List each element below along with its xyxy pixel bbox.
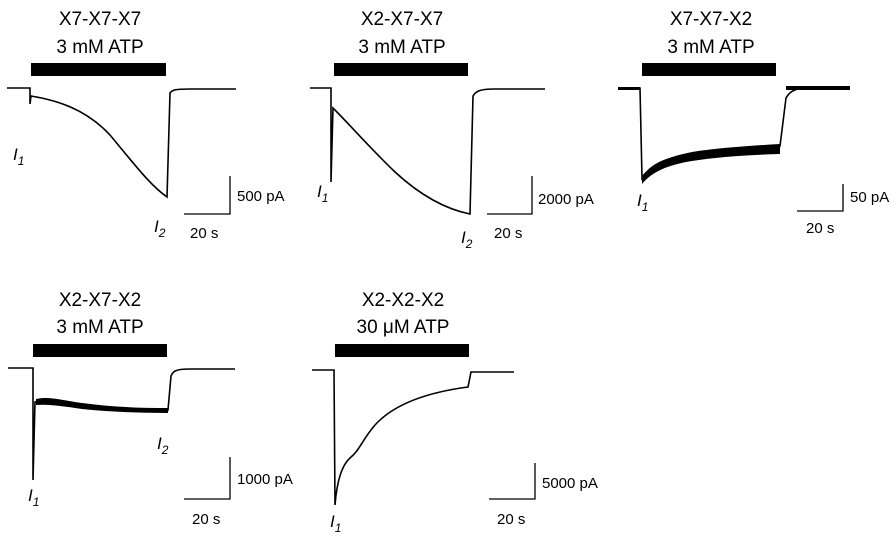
panel-4-agonist-bar [33,344,167,357]
panel-1: X7-X7-X7 3 mM ATP I1 I2 500 pA 20 s [7,9,285,242]
panel-2-current-trace [310,87,545,215]
panel-4-scale-bar [184,457,231,500]
panel-2: X2-X7-X7 3 mM ATP I1 I2 2000 pA 20 s [310,9,594,251]
panel-3-trace-noise-band [642,144,780,184]
panel-4-amplitude-scale: 1000 pA [237,471,293,488]
panel-3-time-scale: 20 s [806,220,834,237]
panel-2-concentration: 3 mM ATP [358,37,445,58]
panel-5-current-trace [312,369,514,506]
panel-1-current-trace [7,87,236,199]
panel-4-i2-label: I2 [157,434,169,457]
panel-5-agonist-bar [335,344,469,357]
panel-3: X7-X7-X2 3 mM ATP I1 50 pA 20 s [618,9,889,237]
panel-2-i1-label: I1 [317,182,328,205]
panel-5-scale-bar [489,463,536,500]
panel-3-construct: X7-X7-X2 [670,9,752,30]
panel-5-time-scale: 20 s [497,511,525,528]
panel-4-current-trace [8,367,235,481]
panel-3-amplitude-scale: 50 pA [850,189,889,206]
panel-4-time-scale: 20 s [192,511,220,528]
panel-1-i2-label: I2 [154,217,166,240]
panel-1-time-scale: 20 s [190,225,218,242]
panel-1-amplitude-scale: 500 pA [237,188,285,205]
panel-2-i2-label: I2 [461,228,473,251]
panel-5: X2-X2-X2 30 μM ATP I1 5000 pA 20 s [312,290,598,535]
panel-3-agonist-bar [642,63,776,76]
panel-2-agonist-bar [334,63,468,76]
panel-4-trace-noise-band [36,397,168,413]
panel-1-scale-bar [184,176,231,215]
panel-2-time-scale: 20 s [494,225,522,242]
panel-2-scale-bar [487,176,533,215]
panel-3-current-trace [618,87,850,181]
panel-5-i1-label: I1 [330,512,341,535]
panel-2-amplitude-scale: 2000 pA [538,191,594,208]
panel-5-concentration: 30 μM ATP [357,317,450,338]
panel-4-i1-label: I1 [28,486,39,509]
panel-1-construct: X7-X7-X7 [59,9,141,30]
panel-3-i1-label: I1 [637,191,648,214]
panel-4-construct: X2-X7-X2 [59,290,141,311]
panel-4: X2-X7-X2 3 mM ATP I1 I2 1000 pA 20 s [8,290,293,528]
panel-2-construct: X2-X7-X7 [361,9,443,30]
panel-3-baseline-noise [618,86,850,90]
panel-3-concentration: 3 mM ATP [667,37,754,58]
panel-1-agonist-bar [31,63,166,76]
panel-5-construct: X2-X2-X2 [362,290,444,311]
panel-3-scale-bar [797,184,844,212]
panel-1-i1-label: I1 [13,145,24,168]
panel-5-amplitude-scale: 5000 pA [542,475,598,492]
panel-1-concentration: 3 mM ATP [56,37,143,58]
panel-4-concentration: 3 mM ATP [56,317,143,338]
